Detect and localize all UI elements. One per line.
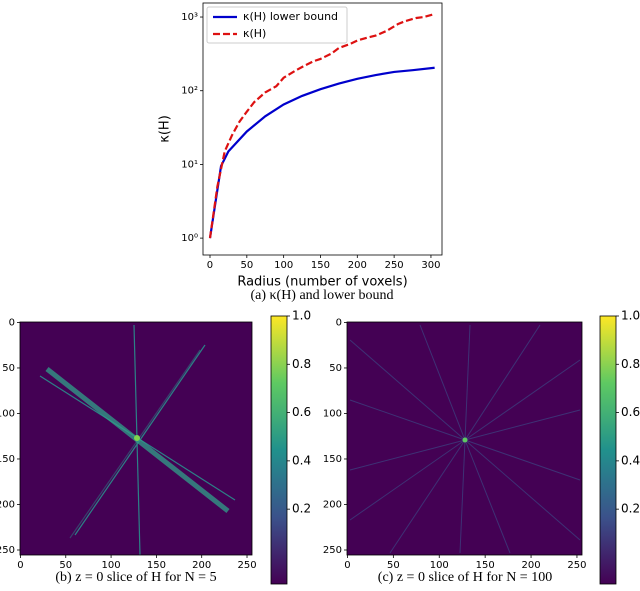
data-line	[208, 12, 435, 239]
x-axis-label: Radius (number of voxels)	[237, 275, 407, 290]
y-tick-label: 200	[323, 499, 342, 510]
data-line	[208, 66, 435, 239]
colorbar-tick-label: 0.8	[292, 357, 311, 371]
legend-label: κ(H)	[243, 27, 266, 40]
colorbar-frame	[599, 315, 617, 585]
colorbar-tick-label: 0.2	[292, 502, 311, 516]
x-tick-label: 250	[237, 560, 256, 571]
y-tick-label: 250	[0, 545, 15, 556]
x-tick-label: 200	[348, 260, 367, 271]
y-tick-label: 10³	[181, 12, 198, 23]
colorbar-tick-label: 0.4	[292, 453, 311, 467]
colorbar-tick-label: 0.2	[621, 502, 640, 516]
colorbar-tick-label: 1.0	[621, 309, 640, 323]
x-tick-label: 150	[147, 560, 166, 571]
x-tick-label: 0	[207, 260, 213, 271]
x-tick-label: 100	[430, 560, 449, 571]
x-tick-label: 200	[522, 560, 541, 571]
x-tick-label: 50	[240, 260, 253, 271]
y-tick-label: 0	[9, 317, 15, 328]
x-tick-label: 150	[476, 560, 495, 571]
y-tick-label: 10⁰	[181, 233, 198, 244]
colorbar-tick-label: 0.8	[621, 357, 640, 371]
colorbar-tick-label: 0.4	[621, 453, 640, 467]
y-tick-label: 10¹	[181, 159, 198, 170]
y-tick-label: 0	[336, 317, 342, 328]
axes-frame	[19, 321, 253, 556]
colorbar-tick-label: 1.0	[292, 309, 311, 323]
x-tick-label: 250	[567, 560, 586, 571]
y-tick-label: 100	[323, 408, 342, 419]
colorbar-frame	[270, 315, 288, 585]
colorbar-tick-label: 0.6	[292, 405, 311, 419]
x-tick-label: 50	[59, 560, 72, 571]
heatmap-image-b	[20, 322, 252, 556]
x-tick-label: 0	[344, 560, 350, 571]
y-tick-label: 150	[0, 454, 15, 465]
x-tick-label: 100	[102, 560, 121, 571]
colorbar	[600, 316, 616, 584]
legend-label: κ(H) lower bound	[243, 10, 338, 23]
x-tick-label: 300	[421, 260, 440, 271]
y-tick-label: 50	[329, 363, 342, 374]
axes-frame	[202, 2, 443, 256]
x-tick-label: 250	[385, 260, 404, 271]
y-tick-label: 100	[0, 408, 15, 419]
x-tick-label: 150	[311, 260, 330, 271]
heatmap-image-c	[347, 322, 582, 555]
y-tick-label: 150	[323, 454, 342, 465]
x-tick-label: 0	[17, 560, 23, 571]
colorbar-tick-label: 0.6	[621, 405, 640, 419]
y-tick-label: 10²	[181, 86, 198, 97]
x-tick-label: 100	[274, 260, 293, 271]
caption: (a) κ(H) and lower bound	[250, 288, 393, 303]
y-tick-label: 50	[2, 363, 15, 374]
y-axis-label: κ(H)	[158, 115, 173, 143]
legend-box	[206, 6, 348, 44]
x-tick-label: 50	[387, 560, 400, 571]
caption: (b) z = 0 slice of H for N = 5	[55, 570, 216, 585]
x-tick-label: 200	[192, 560, 211, 571]
y-tick-label: 200	[0, 499, 15, 510]
colorbar	[271, 316, 287, 584]
y-tick-label: 250	[323, 545, 342, 556]
axes-frame	[346, 321, 583, 556]
caption: (c) z = 0 slice of H for N = 100	[378, 570, 552, 585]
